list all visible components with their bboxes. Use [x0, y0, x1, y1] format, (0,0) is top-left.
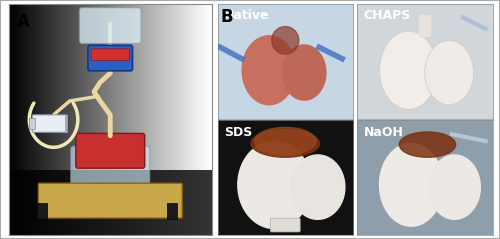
Polygon shape [380, 143, 443, 226]
Bar [30, 118, 36, 129]
Polygon shape [420, 15, 430, 36]
Text: SDS: SDS [224, 126, 252, 139]
FancyBboxPatch shape [91, 49, 130, 60]
Text: A: A [17, 13, 30, 31]
FancyBboxPatch shape [71, 146, 150, 209]
Text: CHAPS: CHAPS [364, 9, 411, 22]
FancyBboxPatch shape [76, 133, 144, 168]
Polygon shape [400, 132, 456, 157]
Text: Native: Native [224, 9, 270, 22]
Polygon shape [238, 141, 311, 228]
FancyBboxPatch shape [80, 8, 141, 43]
FancyBboxPatch shape [88, 45, 132, 71]
Polygon shape [290, 155, 345, 219]
Text: B: B [220, 8, 232, 26]
FancyBboxPatch shape [270, 218, 300, 232]
Polygon shape [282, 45, 326, 100]
Polygon shape [251, 130, 320, 157]
Polygon shape [254, 127, 316, 155]
Polygon shape [425, 40, 474, 105]
Polygon shape [242, 36, 296, 105]
FancyBboxPatch shape [38, 183, 182, 218]
FancyBboxPatch shape [32, 115, 66, 132]
Text: NaOH: NaOH [364, 126, 404, 139]
Bar [167, 203, 177, 219]
Polygon shape [429, 155, 480, 219]
Polygon shape [272, 27, 299, 54]
Bar [38, 203, 48, 219]
Polygon shape [380, 31, 438, 109]
